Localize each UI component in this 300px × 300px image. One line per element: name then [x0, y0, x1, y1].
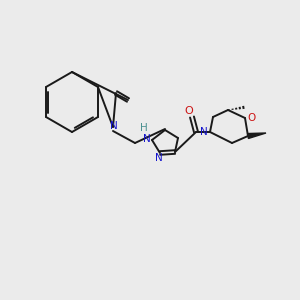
Text: O: O [184, 106, 194, 116]
Text: N: N [155, 153, 163, 163]
Text: N: N [143, 134, 151, 144]
Text: H: H [140, 123, 148, 133]
Text: N: N [200, 127, 208, 137]
Polygon shape [248, 133, 266, 139]
Text: O: O [247, 113, 255, 123]
Text: N: N [110, 121, 118, 131]
